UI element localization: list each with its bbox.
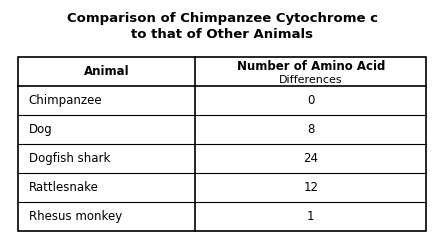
Text: Dogfish shark: Dogfish shark — [29, 152, 110, 165]
Text: Rhesus monkey: Rhesus monkey — [29, 210, 122, 223]
Text: 0: 0 — [307, 94, 314, 107]
Text: Number of Amino Acid: Number of Amino Acid — [237, 59, 385, 72]
Text: Chimpanzee: Chimpanzee — [29, 94, 103, 107]
Text: Animal: Animal — [84, 65, 129, 78]
Text: Dog: Dog — [29, 123, 52, 136]
Text: 12: 12 — [303, 181, 318, 194]
Text: Differences: Differences — [279, 75, 343, 85]
Text: 24: 24 — [303, 152, 318, 165]
Text: Rattlesnake: Rattlesnake — [29, 181, 99, 194]
Bar — [18, 57, 426, 231]
Text: 8: 8 — [307, 123, 314, 136]
Text: 1: 1 — [307, 210, 314, 223]
Text: Comparison of Chimpanzee Cytochrome c
to that of Other Animals: Comparison of Chimpanzee Cytochrome c to… — [67, 12, 377, 41]
